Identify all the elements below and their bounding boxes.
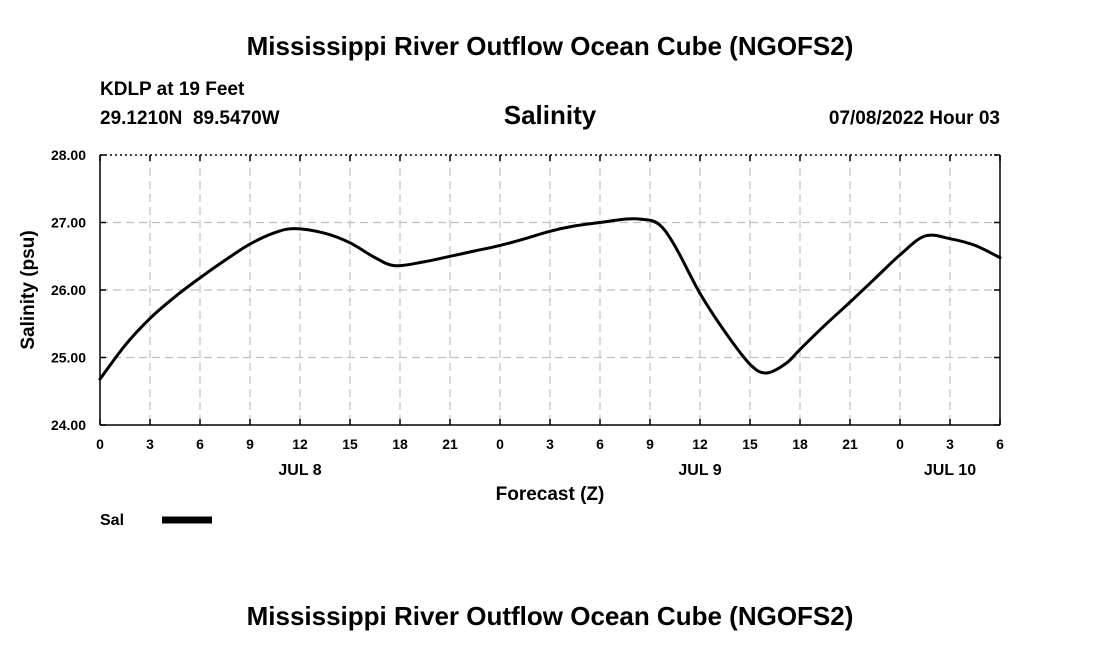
x-tick-label: 6 (996, 436, 1004, 452)
x-tick-label: 12 (292, 436, 308, 452)
x-tick-label: 21 (842, 436, 858, 452)
legend: Sal (100, 512, 212, 529)
x-day-label: JUL 9 (678, 462, 721, 479)
x-tick-label: 9 (246, 436, 254, 452)
x-tick-label: 6 (196, 436, 204, 452)
x-tick-label: 0 (496, 436, 504, 452)
chart-title-top: Mississippi River Outflow Ocean Cube (NG… (247, 31, 854, 61)
x-tick-label: 0 (96, 436, 104, 452)
x-axis-label: Forecast (Z) (496, 484, 605, 505)
x-tick-label: 12 (692, 436, 708, 452)
chart-title-bottom: Mississippi River Outflow Ocean Cube (NG… (247, 601, 854, 631)
x-tick-label: 15 (742, 436, 758, 452)
variable-title: Salinity (504, 100, 597, 130)
y-tick-label: 25.00 (51, 350, 86, 366)
legend-label-sal: Sal (100, 512, 124, 529)
x-tick-label: 15 (342, 436, 358, 452)
x-tick-label: 0 (896, 436, 904, 452)
x-day-label: JUL 8 (278, 462, 321, 479)
series-line-sal (98, 217, 1002, 381)
y-tick-label: 28.00 (51, 147, 86, 163)
x-tick-label: 3 (546, 436, 554, 452)
station-coordinates: 29.1210N 89.5470W (100, 108, 280, 129)
x-tick-label: 9 (646, 436, 654, 452)
forecast-timestamp: 07/08/2022 Hour 03 (829, 108, 1000, 129)
x-tick-label: 21 (442, 436, 458, 452)
x-tick-label: 3 (146, 436, 154, 452)
x-tick-label: 3 (946, 436, 954, 452)
x-tick-label: 6 (596, 436, 604, 452)
x-tick-label: 18 (792, 436, 808, 452)
plot-area: 0 3 6 9 12 15 18 21 0 3 6 9 12 15 18 21 0 3 6 24.00 25.00 26.… (51, 147, 1004, 479)
y-tick-label: 27.00 (51, 215, 86, 231)
x-tick-label: 18 (392, 436, 408, 452)
x-day-label: JUL 10 (924, 462, 976, 479)
y-tick-label: 24.00 (51, 417, 86, 433)
y-tick-label: 26.00 (51, 282, 86, 298)
y-axis-label: Salinity (psu) (18, 230, 39, 349)
station-label: KDLP at 19 Feet (100, 79, 245, 100)
